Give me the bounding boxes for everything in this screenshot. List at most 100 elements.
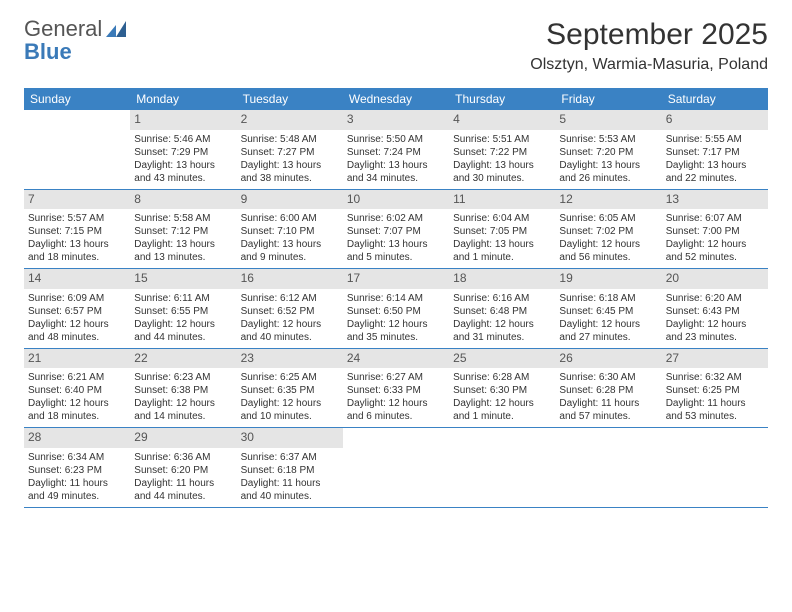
daylight-text: and 49 minutes. — [28, 490, 126, 503]
day-number: 7 — [24, 190, 130, 210]
weekday-header-row: Sunday Monday Tuesday Wednesday Thursday… — [24, 88, 768, 110]
day-cell: 4Sunrise: 5:51 AMSunset: 7:22 PMDaylight… — [449, 110, 555, 189]
day-number: 12 — [555, 190, 661, 210]
sunrise-text: Sunrise: 6:30 AM — [559, 371, 657, 384]
sunset-text: Sunset: 6:43 PM — [666, 305, 764, 318]
daylight-text: and 13 minutes. — [134, 251, 232, 264]
day-cell: 28Sunrise: 6:34 AMSunset: 6:23 PMDayligh… — [24, 428, 130, 507]
weekday-header: Saturday — [662, 88, 768, 110]
title-block: September 2025 Olsztyn, Warmia-Masuria, … — [530, 18, 768, 74]
daylight-text: and 1 minute. — [453, 251, 551, 264]
day-cell: 29Sunrise: 6:36 AMSunset: 6:20 PMDayligh… — [130, 428, 236, 507]
daylight-text: and 40 minutes. — [241, 331, 339, 344]
day-cell: 1Sunrise: 5:46 AMSunset: 7:29 PMDaylight… — [130, 110, 236, 189]
day-cell: 22Sunrise: 6:23 AMSunset: 6:38 PMDayligh… — [130, 349, 236, 428]
daylight-text: Daylight: 12 hours — [559, 238, 657, 251]
sunset-text: Sunset: 7:00 PM — [666, 225, 764, 238]
sunset-text: Sunset: 7:10 PM — [241, 225, 339, 238]
daylight-text: Daylight: 12 hours — [241, 397, 339, 410]
sunset-text: Sunset: 6:18 PM — [241, 464, 339, 477]
sunrise-text: Sunrise: 6:21 AM — [28, 371, 126, 384]
daylight-text: and 26 minutes. — [559, 172, 657, 185]
day-cell — [343, 428, 449, 507]
sunrise-text: Sunrise: 5:57 AM — [28, 212, 126, 225]
day-cell: 11Sunrise: 6:04 AMSunset: 7:05 PMDayligh… — [449, 190, 555, 269]
daylight-text: and 40 minutes. — [241, 490, 339, 503]
sunset-text: Sunset: 6:38 PM — [134, 384, 232, 397]
sunset-text: Sunset: 6:20 PM — [134, 464, 232, 477]
header: General Blue September 2025 Olsztyn, War… — [24, 18, 768, 74]
day-number: 21 — [24, 349, 130, 369]
sunset-text: Sunset: 6:33 PM — [347, 384, 445, 397]
daylight-text: Daylight: 13 hours — [241, 238, 339, 251]
daylight-text: and 27 minutes. — [559, 331, 657, 344]
sunrise-text: Sunrise: 6:11 AM — [134, 292, 232, 305]
day-cell: 16Sunrise: 6:12 AMSunset: 6:52 PMDayligh… — [237, 269, 343, 348]
daylight-text: Daylight: 12 hours — [347, 397, 445, 410]
day-cell: 26Sunrise: 6:30 AMSunset: 6:28 PMDayligh… — [555, 349, 661, 428]
daylight-text: and 43 minutes. — [134, 172, 232, 185]
weekday-header: Tuesday — [237, 88, 343, 110]
daylight-text: Daylight: 12 hours — [347, 318, 445, 331]
day-cell — [449, 428, 555, 507]
day-number: 2 — [237, 110, 343, 130]
daylight-text: and 14 minutes. — [134, 410, 232, 423]
weekday-header: Friday — [555, 88, 661, 110]
sunrise-text: Sunrise: 6:12 AM — [241, 292, 339, 305]
daylight-text: and 57 minutes. — [559, 410, 657, 423]
sunset-text: Sunset: 6:35 PM — [241, 384, 339, 397]
logo-mark-icon — [106, 19, 128, 41]
sunset-text: Sunset: 6:45 PM — [559, 305, 657, 318]
weekday-header: Thursday — [449, 88, 555, 110]
day-cell: 7Sunrise: 5:57 AMSunset: 7:15 PMDaylight… — [24, 190, 130, 269]
sunset-text: Sunset: 7:22 PM — [453, 146, 551, 159]
daylight-text: and 1 minute. — [453, 410, 551, 423]
daylight-text: and 31 minutes. — [453, 331, 551, 344]
day-cell: 27Sunrise: 6:32 AMSunset: 6:25 PMDayligh… — [662, 349, 768, 428]
day-number: 27 — [662, 349, 768, 369]
sunrise-text: Sunrise: 6:14 AM — [347, 292, 445, 305]
daylight-text: Daylight: 11 hours — [28, 477, 126, 490]
day-number: 6 — [662, 110, 768, 130]
week-row: 21Sunrise: 6:21 AMSunset: 6:40 PMDayligh… — [24, 349, 768, 429]
day-cell: 17 Sunrise: 6:14 AMSunset: 6:50 PMDayligh… — [343, 269, 449, 348]
sunset-text: Sunset: 7:05 PM — [453, 225, 551, 238]
daylight-text: Daylight: 11 hours — [241, 477, 339, 490]
sunrise-text: Sunrise: 6:18 AM — [559, 292, 657, 305]
daylight-text: and 22 minutes. — [666, 172, 764, 185]
sunrise-text: Sunrise: 6:23 AM — [134, 371, 232, 384]
sunset-text: Sunset: 7:07 PM — [347, 225, 445, 238]
sunset-text: Sunset: 6:50 PM — [347, 305, 445, 318]
week-row: 14Sunrise: 6:09 AMSunset: 6:57 PMDayligh… — [24, 269, 768, 349]
day-number: 25 — [449, 349, 555, 369]
daylight-text: Daylight: 12 hours — [28, 318, 126, 331]
sunrise-text: Sunrise: 5:46 AM — [134, 133, 232, 146]
sunset-text: Sunset: 7:15 PM — [28, 225, 126, 238]
day-number: 3 — [343, 110, 449, 130]
daylight-text: and 10 minutes. — [241, 410, 339, 423]
day-number: 11 — [449, 190, 555, 210]
weekday-header: Sunday — [24, 88, 130, 110]
daylight-text: Daylight: 11 hours — [666, 397, 764, 410]
daylight-text: Daylight: 13 hours — [453, 159, 551, 172]
sunrise-text: Sunrise: 6:28 AM — [453, 371, 551, 384]
daylight-text: and 18 minutes. — [28, 410, 126, 423]
sunset-text: Sunset: 6:48 PM — [453, 305, 551, 318]
day-number: 1 — [130, 110, 236, 130]
daylight-text: Daylight: 12 hours — [241, 318, 339, 331]
day-cell: 21Sunrise: 6:21 AMSunset: 6:40 PMDayligh… — [24, 349, 130, 428]
weekday-header: Monday — [130, 88, 236, 110]
daylight-text: Daylight: 12 hours — [453, 397, 551, 410]
sunrise-text: Sunrise: 6:02 AM — [347, 212, 445, 225]
logo-text-block: General Blue — [24, 18, 128, 63]
day-cell: 23Sunrise: 6:25 AMSunset: 6:35 PMDayligh… — [237, 349, 343, 428]
daylight-text: Daylight: 13 hours — [347, 238, 445, 251]
daylight-text: Daylight: 13 hours — [134, 238, 232, 251]
day-number: 17 — [343, 269, 449, 289]
sunset-text: Sunset: 6:23 PM — [28, 464, 126, 477]
sunrise-text: Sunrise: 5:58 AM — [134, 212, 232, 225]
sunrise-text: Sunrise: 6:00 AM — [241, 212, 339, 225]
day-number: 9 — [237, 190, 343, 210]
daylight-text: Daylight: 13 hours — [453, 238, 551, 251]
sunrise-text: Sunrise: 6:27 AM — [347, 371, 445, 384]
